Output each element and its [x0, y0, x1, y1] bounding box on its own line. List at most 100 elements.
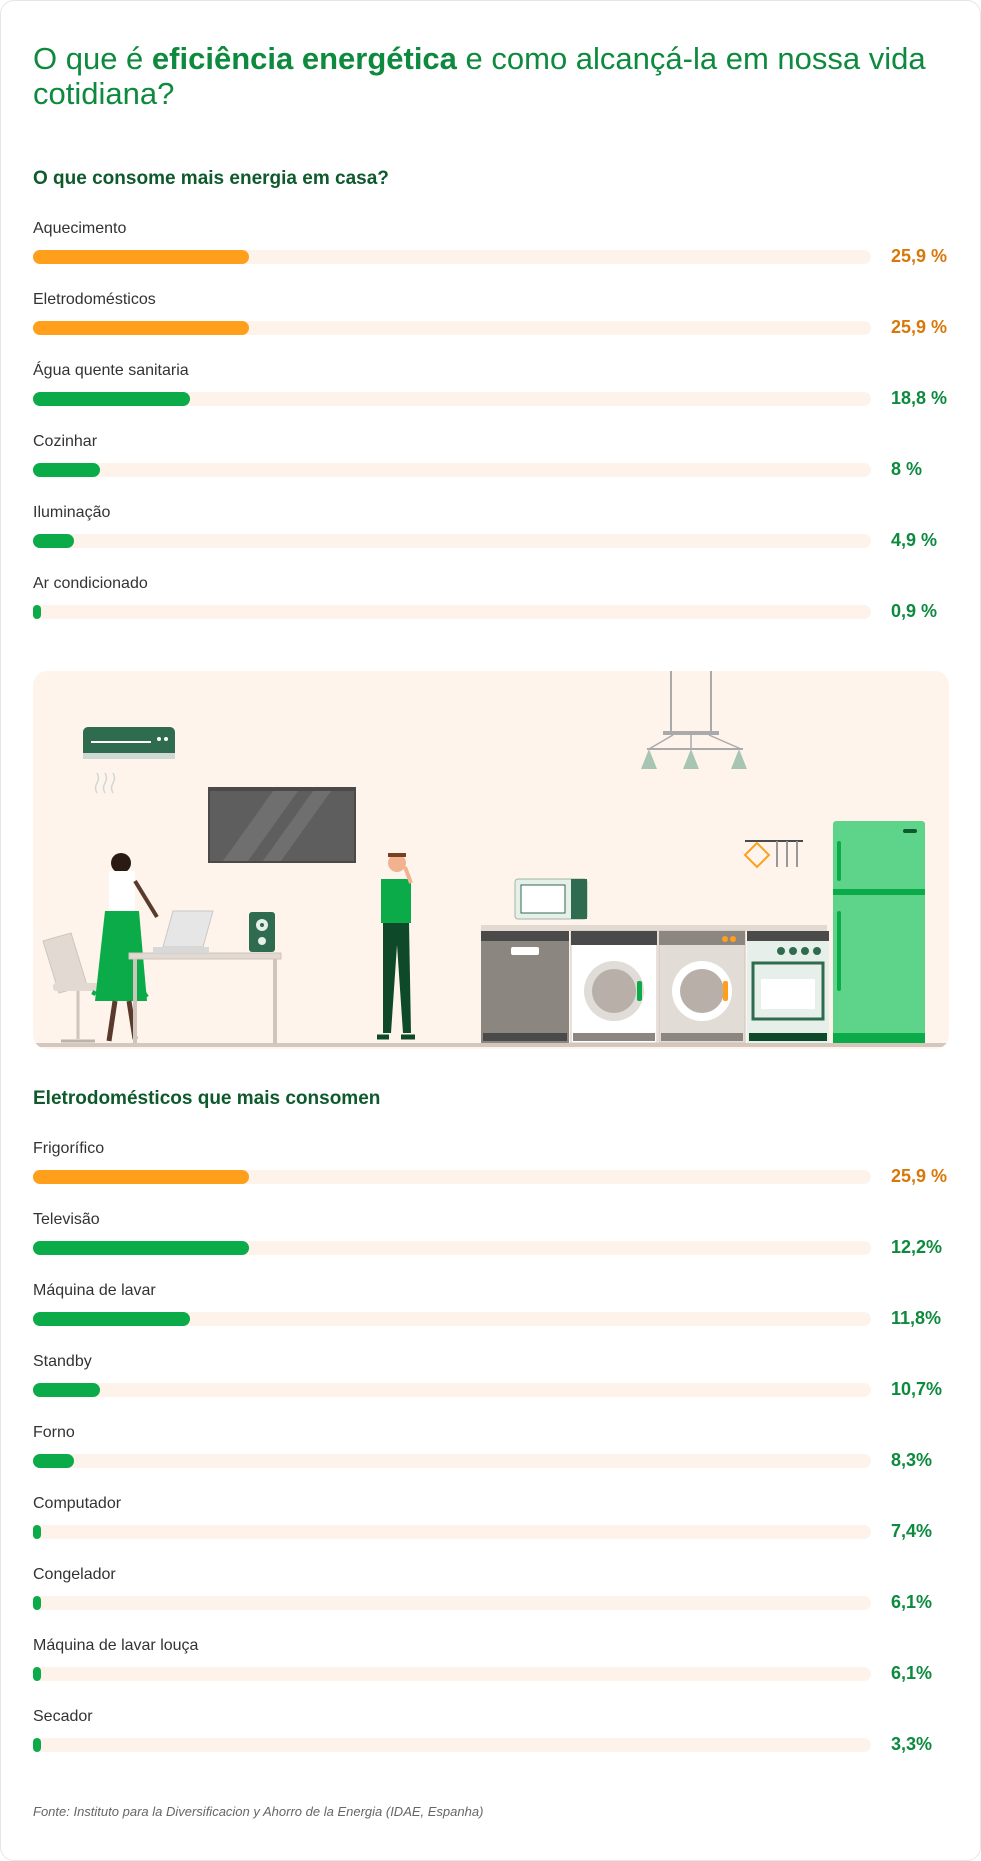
kitchen-utensils-icon [743, 840, 803, 869]
man-figure-icon [377, 853, 415, 1040]
bar-track [33, 1170, 871, 1184]
bar-fill [33, 605, 41, 619]
bar-value: 8 % [891, 459, 923, 479]
bar-fill [33, 392, 190, 406]
bar-fill [33, 1454, 74, 1468]
bar-label: Forno [33, 1424, 75, 1441]
bar-label: Iluminação [33, 504, 111, 521]
bar-value: 4,9 % [891, 530, 938, 550]
bar-label: Máquina de lavar louça [33, 1637, 199, 1654]
bar-label: Computador [33, 1495, 122, 1512]
bar-row: Frigorífico 25,9 % [33, 1140, 953, 1190]
woman-figure-icon [91, 853, 159, 1042]
bar-fill [33, 1525, 41, 1539]
illustration-svg [33, 671, 949, 1047]
bar-value: 8,3% [891, 1450, 933, 1470]
bar-track [33, 463, 871, 477]
chart-2-title: Eletrodomésticos que mais consomen [33, 1088, 381, 1109]
bar-label: Ar condicionado [33, 575, 148, 592]
source-note: Fonte: Instituto para la Diversificacion… [33, 1804, 484, 1819]
bar-row: Congelador 6,1% [33, 1566, 953, 1616]
title-part-1: O que é [33, 41, 152, 76]
bar-value: 11,8% [891, 1308, 942, 1328]
bar-track [33, 1596, 871, 1610]
bar-track [33, 321, 871, 335]
bar-label: Cozinhar [33, 433, 98, 450]
bar-fill [33, 463, 100, 477]
bar-value: 10,7% [891, 1379, 943, 1399]
bar-track [33, 392, 871, 406]
bar-row: Standby 10,7% [33, 1353, 953, 1403]
bar-label: Eletrodomésticos [33, 291, 156, 308]
washing-machine-icon [570, 930, 658, 1044]
oven-icon [747, 931, 829, 1043]
bar-row: Cozinhar 8 % [33, 433, 953, 483]
bar-value: 12,2% [891, 1237, 943, 1257]
bar-row: Ar condicionado 0,9 % [33, 575, 953, 625]
bar-track [33, 1525, 871, 1539]
bar-fill [33, 321, 249, 335]
bar-fill [33, 534, 74, 548]
home-appliances-illustration [33, 671, 949, 1049]
bar-row: Computador 7,4% [33, 1495, 953, 1545]
bar-value: 25,9 % [891, 246, 948, 266]
bar-row: Televisão 12,2% [33, 1211, 953, 1261]
bar-row: Secador 3,3% [33, 1708, 953, 1758]
bar-label: Frigorífico [33, 1140, 105, 1157]
bar-value: 18,8 % [891, 388, 948, 408]
title-bold: eficiência energética [151, 41, 457, 76]
bar-track [33, 534, 871, 548]
office-chair-icon [42, 932, 103, 1043]
bar-value: 7,4% [891, 1521, 933, 1541]
bar-row: Aquecimento 25,9 % [33, 220, 953, 270]
air-conditioner-icon [83, 727, 175, 794]
bar-value: 6,1% [891, 1592, 933, 1612]
bar-track [33, 1383, 871, 1397]
bar-label: Máquina de lavar [33, 1282, 156, 1299]
bar-track [33, 1241, 871, 1255]
bar-fill [33, 1312, 190, 1326]
bar-track [33, 1738, 871, 1752]
bar-label: Secador [33, 1708, 93, 1725]
dryer-icon [658, 930, 746, 1044]
title-part-2: e como alcançá-la em nossa vida cotidian… [33, 41, 926, 111]
dishwasher-icon [481, 931, 569, 1043]
bar-fill [33, 1383, 100, 1397]
fridge-icon [833, 821, 925, 1043]
bar-track [33, 1312, 871, 1326]
bar-row: Eletrodomésticos 25,9 % [33, 291, 953, 341]
desk-icon [128, 910, 282, 1043]
bar-label: Congelador [33, 1566, 116, 1583]
bar-fill [33, 1241, 249, 1255]
bar-label: Água quente sanitaria [33, 362, 189, 379]
bar-label: Standby [33, 1353, 92, 1370]
bar-value: 25,9 % [891, 1166, 948, 1186]
bar-fill [33, 1170, 249, 1184]
bar-fill [33, 1667, 41, 1681]
bar-value: 0,9 % [891, 601, 938, 621]
chart-1-title: O que consome mais energia em casa? [33, 168, 389, 189]
page-title: O que é eficiência energética e como alc… [33, 41, 933, 111]
bar-row: Máquina de lavar 11,8% [33, 1282, 953, 1332]
countertop [481, 925, 827, 931]
bar-row: Máquina de lavar louça 6,1% [33, 1637, 953, 1687]
bar-track [33, 1667, 871, 1681]
bar-value: 25,9 % [891, 317, 948, 337]
bar-track [33, 605, 871, 619]
bar-value: 6,1% [891, 1663, 933, 1683]
bar-value: 3,3% [891, 1734, 933, 1754]
bar-row: Iluminação 4,9 % [33, 504, 953, 554]
bar-row: Forno 8,3% [33, 1424, 953, 1474]
television-icon [208, 787, 356, 863]
bar-row: Água quente sanitaria 18,8 % [33, 362, 953, 412]
bar-fill [33, 250, 249, 264]
bar-fill [33, 1596, 41, 1610]
floor-line [33, 1043, 949, 1047]
microwave-icon [514, 878, 588, 920]
bar-track [33, 250, 871, 264]
bar-label: Televisão [33, 1211, 100, 1228]
bar-label: Aquecimento [33, 220, 127, 237]
ceiling-lamp-icon [641, 671, 747, 769]
bar-fill [33, 1738, 41, 1752]
